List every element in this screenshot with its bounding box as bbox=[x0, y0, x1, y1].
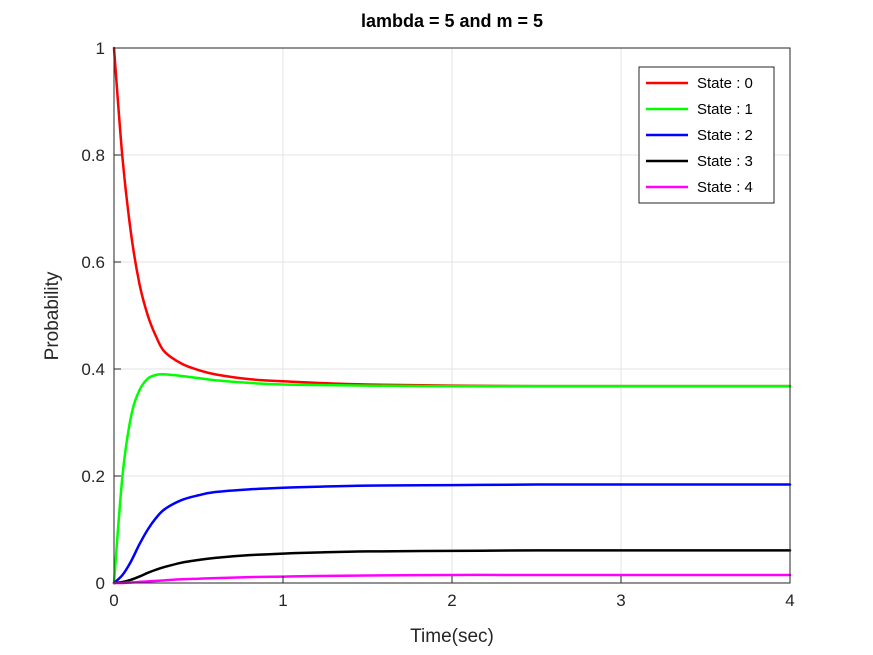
axis-ticks: 0 1 2 3 4 0 0.2 0.4 0.6 0.8 1 bbox=[81, 39, 794, 610]
y-tick-label: 0.8 bbox=[81, 146, 105, 165]
y-tick-label: 0.6 bbox=[81, 253, 105, 272]
y-tick-label: 0.4 bbox=[81, 360, 105, 379]
series-line-state-3 bbox=[112, 549, 792, 585]
legend-entry-label: State : 4 bbox=[697, 179, 753, 196]
legend-entry-label: State : 3 bbox=[697, 153, 753, 170]
legend-entry-label: State : 2 bbox=[697, 127, 753, 144]
series-line-state-1 bbox=[112, 373, 792, 585]
legend-entry-label: State : 1 bbox=[697, 101, 753, 118]
chart-title: lambda = 5 and m = 5 bbox=[361, 11, 543, 31]
x-axis-label: Time(sec) bbox=[410, 626, 494, 647]
x-tick-label: 4 bbox=[785, 591, 794, 610]
series-line-state-2 bbox=[112, 483, 792, 585]
x-tick-label: 2 bbox=[447, 591, 456, 610]
x-tick-label: 1 bbox=[278, 591, 287, 610]
x-tick-label: 3 bbox=[616, 591, 625, 610]
series-layer bbox=[112, 46, 792, 585]
y-tick-label: 0.2 bbox=[81, 467, 105, 486]
y-tick-label: 0 bbox=[96, 574, 105, 593]
y-axis-label: Probability bbox=[42, 271, 63, 360]
y-tick-label: 1 bbox=[96, 39, 105, 58]
legend-entry-label: State : 0 bbox=[697, 75, 753, 92]
series-line-state-4 bbox=[112, 573, 792, 585]
x-tick-label: 0 bbox=[109, 591, 118, 610]
legend: State : 0 State : 1 State : 2 State : 3 Stat… bbox=[638, 66, 775, 204]
